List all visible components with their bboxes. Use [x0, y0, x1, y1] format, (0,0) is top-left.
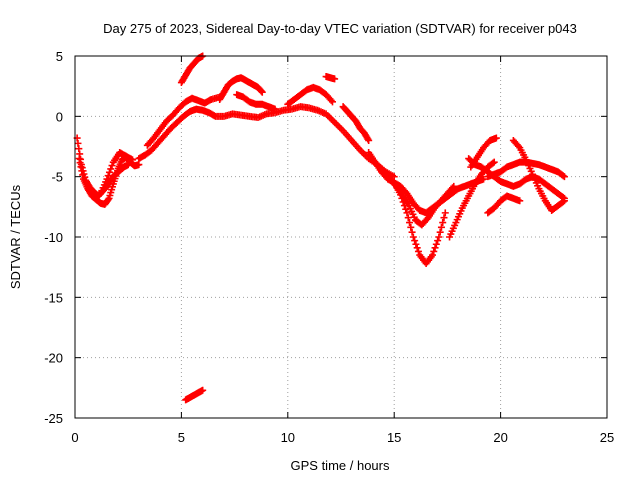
data-point	[412, 240, 420, 248]
data-point	[390, 173, 398, 181]
data-point	[403, 209, 411, 217]
data-point	[437, 223, 445, 231]
data-point	[105, 168, 113, 176]
data-point	[432, 240, 440, 248]
data-point	[107, 165, 115, 173]
data-point	[434, 237, 442, 245]
data-point	[81, 173, 89, 181]
data-point	[436, 228, 444, 236]
data-point	[414, 247, 422, 255]
series-trace-j	[322, 73, 339, 83]
data-point	[79, 167, 87, 175]
data-point	[77, 161, 85, 169]
y-tick-label: -25	[44, 411, 63, 426]
data-point	[328, 98, 336, 106]
y-tick-label: 5	[56, 49, 63, 64]
data-point	[74, 139, 82, 147]
x-axis-label: GPS time / hours	[291, 458, 390, 473]
y-tick-label: -15	[44, 290, 63, 305]
series-trace-i	[284, 83, 336, 108]
x-tick-labels: 0 5 10 15 20 25	[71, 430, 614, 445]
series-trace-t	[509, 136, 568, 214]
data-point	[407, 223, 415, 231]
x-tick-label: 10	[281, 430, 295, 445]
data-point	[103, 175, 111, 183]
data-point	[411, 237, 419, 245]
y-tick-label: -20	[44, 351, 63, 366]
x-tick-label: 0	[71, 430, 78, 445]
data-point	[440, 214, 448, 222]
data-point	[327, 96, 335, 104]
data-point	[104, 172, 112, 180]
data-point	[331, 75, 339, 83]
data-point	[429, 251, 437, 259]
data-point	[559, 198, 567, 206]
data-point	[271, 105, 279, 113]
data-point	[514, 142, 522, 150]
data-point	[108, 162, 116, 170]
data-point	[135, 161, 143, 169]
data-point	[408, 228, 416, 236]
series-trace-e	[143, 93, 224, 149]
data-point	[124, 161, 132, 169]
x-tick-label: 20	[493, 430, 507, 445]
series-trace-u	[182, 386, 207, 404]
data-point	[77, 155, 85, 163]
data-point	[435, 233, 443, 241]
data-point	[430, 247, 438, 255]
series-trace-k	[339, 103, 373, 144]
x-tick-label: 15	[387, 430, 401, 445]
data-point	[80, 170, 88, 178]
data-point	[516, 197, 524, 205]
y-axis-label: SDTVAR / TECUs	[8, 184, 23, 289]
x-tick-label: 5	[178, 430, 185, 445]
data-point	[409, 233, 417, 241]
axis-ticks	[74, 55, 608, 419]
data-point	[413, 244, 421, 252]
data-points	[73, 52, 568, 404]
data-point	[258, 88, 266, 96]
data-point	[78, 164, 86, 172]
data-point	[406, 219, 414, 227]
data-point	[199, 386, 207, 394]
data-point	[104, 196, 112, 204]
data-point	[439, 219, 447, 227]
data-point	[490, 158, 498, 166]
series-trace-d	[135, 103, 398, 181]
data-point	[364, 135, 372, 143]
data-point	[559, 172, 567, 180]
data-point	[489, 159, 497, 167]
chart-title: Day 275 of 2023, Sidereal Day-to-day VTE…	[103, 21, 577, 36]
series-trace-h	[233, 91, 279, 113]
data-point	[76, 150, 84, 158]
y-tick-label: 0	[56, 109, 63, 124]
x-tick-label: 25	[600, 430, 614, 445]
data-point	[257, 87, 265, 95]
series-trace-s	[484, 192, 524, 217]
data-point	[404, 214, 412, 222]
data-point	[492, 134, 500, 142]
y-tick-labels: -25 -20 -15 -10 -5 0 5	[44, 49, 63, 426]
series-trace-g	[216, 74, 266, 103]
series-trace-q	[467, 134, 500, 171]
data-point	[441, 209, 449, 217]
data-point	[128, 156, 136, 164]
data-point	[560, 197, 568, 205]
data-point	[75, 145, 83, 153]
y-tick-label: -5	[51, 170, 63, 185]
data-point	[365, 136, 373, 144]
series-trace-r	[484, 158, 568, 181]
series-trace-c	[97, 149, 136, 198]
y-tick-label: -10	[44, 230, 63, 245]
data-point	[431, 244, 439, 252]
data-point	[560, 173, 568, 181]
grid	[75, 56, 607, 418]
